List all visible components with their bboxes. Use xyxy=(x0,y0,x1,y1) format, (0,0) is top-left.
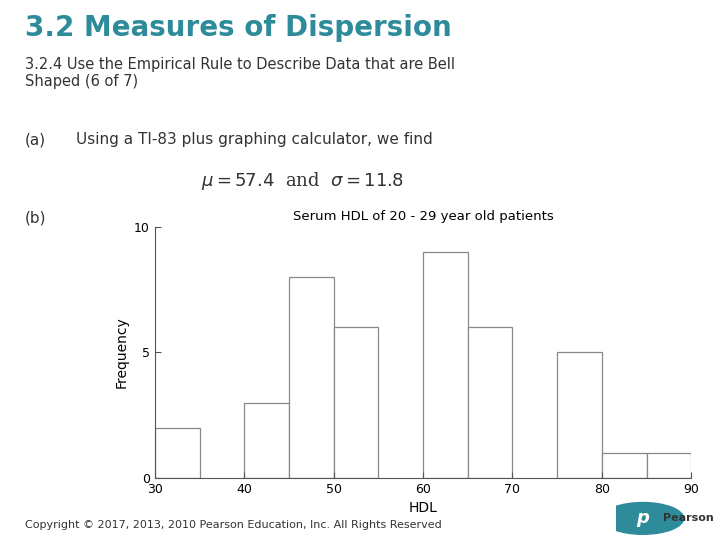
Text: Copyright © 2017, 2013, 2010 Pearson Education, Inc. All Rights Reserved: Copyright © 2017, 2013, 2010 Pearson Edu… xyxy=(25,520,442,530)
Bar xyxy=(647,453,691,478)
Bar xyxy=(468,327,513,478)
Bar xyxy=(155,428,199,478)
Text: (b): (b) xyxy=(25,211,47,226)
Text: 3.2 Measures of Dispersion: 3.2 Measures of Dispersion xyxy=(25,14,452,42)
Bar xyxy=(244,403,289,478)
Bar xyxy=(423,252,468,478)
Circle shape xyxy=(602,503,684,534)
Text: (a): (a) xyxy=(25,132,46,147)
Text: 3.2.4 Use the Empirical Rule to Describe Data that are Bell
Shaped (6 of 7): 3.2.4 Use the Empirical Rule to Describe… xyxy=(25,57,455,89)
Text: p: p xyxy=(636,509,649,526)
Title: Serum HDL of 20 - 29 year old patients: Serum HDL of 20 - 29 year old patients xyxy=(292,210,554,223)
Bar xyxy=(602,453,647,478)
X-axis label: HDL: HDL xyxy=(408,501,438,515)
Bar xyxy=(333,327,378,478)
Bar xyxy=(289,277,333,478)
Text: $\mu =57.4$  and  $\sigma =11.8$: $\mu =57.4$ and $\sigma =11.8$ xyxy=(201,170,404,192)
Y-axis label: Frequency: Frequency xyxy=(114,316,128,388)
Text: Using a TI-83 plus graphing calculator, we find: Using a TI-83 plus graphing calculator, … xyxy=(76,132,432,147)
Bar xyxy=(557,352,602,478)
Text: Pearson: Pearson xyxy=(663,514,714,523)
